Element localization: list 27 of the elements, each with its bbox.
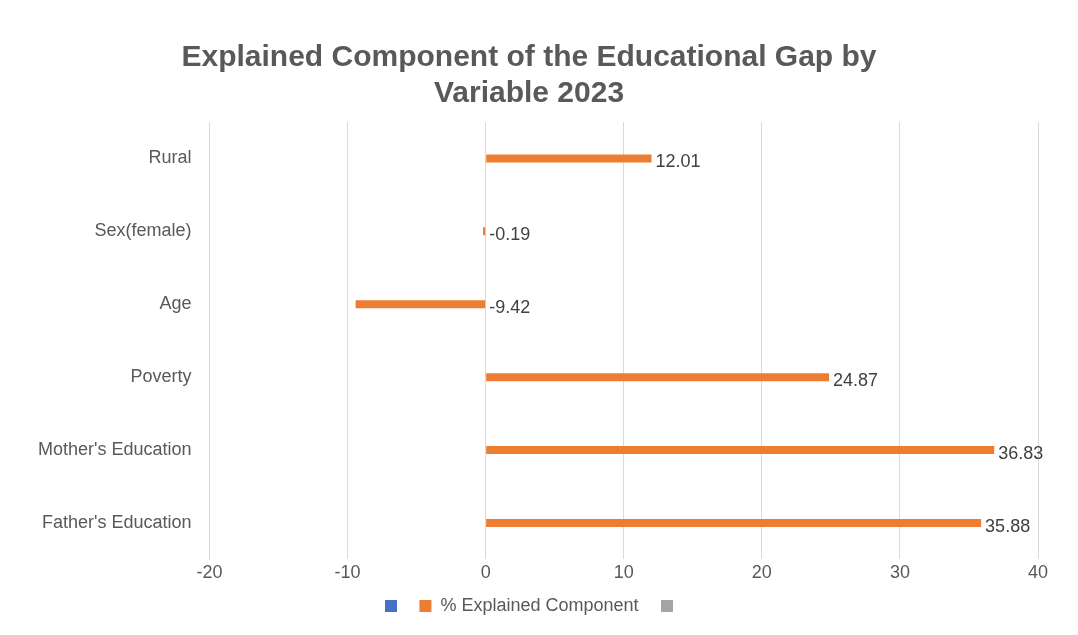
y-tick-label: Rural [148,147,192,168]
y-tick-label: Poverty [130,366,192,387]
data-label: 24.87 [833,370,879,391]
x-tick-label: -10 [334,562,361,583]
x-tick-label: 0 [480,562,491,583]
x-tick-label: 20 [751,562,772,583]
bar [483,227,486,236]
x-tick-label: 30 [889,562,910,583]
legend-label: % Explained Component [440,594,639,615]
bar [486,373,830,382]
data-label: 36.83 [998,443,1044,464]
bar [486,154,652,163]
bar [355,300,486,309]
y-tick-label: Sex(female) [94,220,192,241]
data-label: -0.19 [489,224,531,245]
y-tick-label: Father's Education [41,511,192,532]
x-tick-label: -20 [196,562,223,583]
x-tick-label: 40 [1027,562,1049,583]
x-tick-label: 10 [613,562,634,583]
bar [486,518,982,527]
data-label: 35.88 [985,515,1031,536]
y-tick-label: Age [159,293,192,314]
y-tick-label: Mother's Education [37,439,192,460]
chart-title: Explained Component of the Educational Gap by Variable 2023 [181,39,877,109]
bar [486,446,995,455]
data-label: 12.01 [655,151,701,172]
data-label: -9.42 [489,297,531,318]
